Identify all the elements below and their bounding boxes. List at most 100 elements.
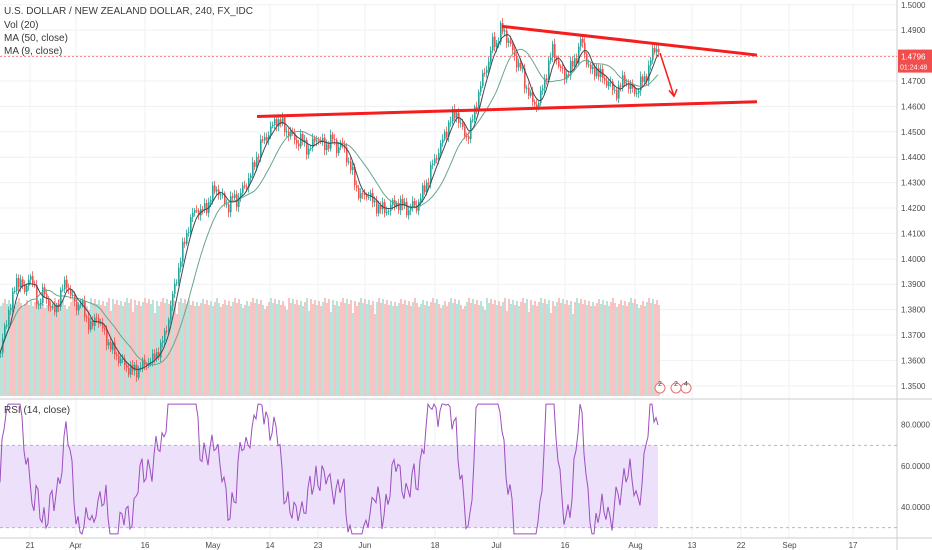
candle-body	[444, 131, 446, 140]
volume-bar	[478, 305, 480, 396]
candle-body	[296, 140, 298, 144]
candle-body	[300, 133, 302, 147]
volume-bar	[640, 305, 642, 396]
volume-bar	[566, 300, 568, 396]
candle-body	[368, 196, 370, 198]
volume-bar	[64, 305, 66, 396]
candle-body	[474, 106, 476, 120]
candle-body	[562, 67, 564, 69]
volume-bar	[480, 301, 482, 396]
volume-bar	[608, 306, 610, 396]
candle-body	[12, 291, 14, 309]
volume-bar	[188, 300, 190, 396]
candle-body	[244, 185, 246, 187]
volume-bar	[344, 303, 346, 396]
candle-body	[360, 193, 362, 199]
candle-body	[102, 322, 104, 329]
candle-body	[20, 279, 22, 288]
candle-body	[512, 43, 514, 51]
candle-body	[544, 78, 546, 89]
candle-body	[576, 58, 578, 64]
time-tick-12: 22	[737, 541, 746, 550]
volume-bar	[624, 301, 626, 396]
volume-bar	[484, 310, 486, 396]
volume-bar	[426, 301, 428, 396]
price-tick-9: 1.4100	[901, 229, 926, 238]
candle-body	[276, 119, 278, 127]
volume-bar	[142, 302, 144, 396]
volume-bar	[102, 301, 104, 396]
volume-bar	[36, 298, 38, 396]
volume-bar	[650, 303, 652, 396]
volume-bar	[444, 301, 446, 396]
volume-bar	[32, 306, 34, 396]
candle-body	[380, 205, 382, 210]
candle-body	[112, 342, 114, 350]
candle-body	[376, 200, 378, 214]
trendline-upper	[501, 24, 758, 57]
candle-body	[182, 241, 184, 262]
candle-body	[68, 287, 70, 290]
volume-bar	[576, 298, 578, 396]
volume-bar	[460, 305, 462, 396]
volume-bar	[214, 302, 216, 396]
candle-body	[354, 167, 356, 186]
current-price-tag	[898, 49, 932, 73]
volume-bar	[208, 305, 210, 396]
volume-bar	[298, 305, 300, 396]
volume-bar	[618, 304, 620, 396]
candle-body	[466, 135, 468, 137]
volume-bar	[190, 305, 192, 396]
event-marker	[680, 382, 692, 394]
volume-bar	[334, 305, 336, 396]
candle-body	[164, 330, 166, 341]
volume-bar	[192, 301, 194, 396]
candle-body	[194, 210, 196, 213]
volume-bar	[370, 305, 372, 396]
candle-body	[70, 289, 72, 296]
candle-body	[258, 156, 260, 158]
volume-bar	[572, 314, 574, 396]
volume-bar	[472, 299, 474, 396]
event-marker-label: 2	[658, 381, 662, 388]
candle-body	[154, 353, 156, 359]
volume-bar	[398, 303, 400, 396]
candle-body	[398, 203, 400, 211]
volume-bar	[278, 300, 280, 396]
candle-body	[520, 62, 522, 69]
candle-body	[560, 66, 562, 68]
volume-bar	[24, 304, 26, 396]
volume-bar	[164, 303, 166, 396]
candle-body	[204, 203, 206, 210]
candle-body	[634, 88, 636, 94]
volume-bar	[186, 304, 188, 396]
candle-body	[48, 299, 50, 307]
volume-bar	[586, 305, 588, 396]
current-price-label: 1.4796	[901, 53, 926, 62]
candle-body	[388, 210, 390, 212]
volume-bar	[414, 298, 416, 396]
candle-body	[654, 47, 656, 53]
candle-body	[582, 38, 584, 43]
volume-bar	[180, 298, 182, 396]
time-tick-6: Jun	[358, 541, 371, 550]
volume-bar	[262, 305, 264, 396]
candle-body	[404, 201, 406, 206]
volume-bar	[648, 298, 650, 396]
volume-bar	[400, 299, 402, 396]
volume-bar	[352, 313, 354, 396]
candle-body	[6, 325, 8, 327]
candle-body	[234, 194, 236, 198]
volume-bar	[146, 303, 148, 396]
volume-bar	[406, 305, 408, 396]
volume-bar	[274, 299, 276, 396]
candle-body	[378, 205, 380, 214]
candle-body	[262, 139, 264, 141]
volume-bar	[200, 303, 202, 396]
candle-body	[252, 162, 254, 176]
candle-body	[414, 200, 416, 206]
candle-body	[456, 112, 458, 119]
volume-bar	[98, 300, 100, 396]
candle-body	[558, 60, 560, 67]
